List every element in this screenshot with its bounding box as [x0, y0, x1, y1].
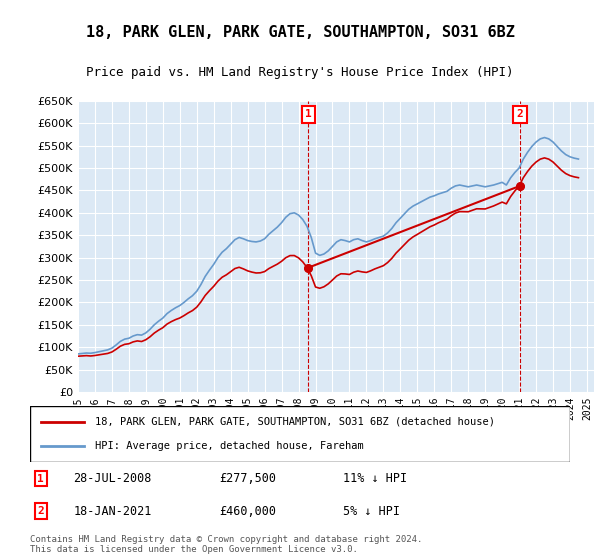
Text: 1: 1	[37, 474, 44, 484]
Text: 28-JUL-2008: 28-JUL-2008	[73, 472, 152, 485]
FancyBboxPatch shape	[30, 406, 570, 462]
Text: 1: 1	[305, 109, 311, 119]
Point	[304, 263, 313, 272]
Text: Contains HM Land Registry data © Crown copyright and database right 2024.
This d: Contains HM Land Registry data © Crown c…	[30, 535, 422, 554]
Text: 18, PARK GLEN, PARK GATE, SOUTHAMPTON, SO31 6BZ: 18, PARK GLEN, PARK GATE, SOUTHAMPTON, S…	[86, 25, 514, 40]
Text: HPI: Average price, detached house, Fareham: HPI: Average price, detached house, Fare…	[95, 441, 364, 451]
Text: 18, PARK GLEN, PARK GATE, SOUTHAMPTON, SO31 6BZ (detached house): 18, PARK GLEN, PARK GATE, SOUTHAMPTON, S…	[95, 417, 495, 427]
Text: 11% ↓ HPI: 11% ↓ HPI	[343, 472, 407, 485]
Text: 5% ↓ HPI: 5% ↓ HPI	[343, 505, 400, 517]
Text: Price paid vs. HM Land Registry's House Price Index (HPI): Price paid vs. HM Land Registry's House …	[86, 66, 514, 78]
Text: 2: 2	[517, 109, 523, 119]
Text: 18-JAN-2021: 18-JAN-2021	[73, 505, 152, 517]
Point	[304, 263, 313, 272]
Text: 2: 2	[37, 506, 44, 516]
Text: £460,000: £460,000	[219, 505, 276, 517]
Point	[515, 181, 525, 190]
Text: £277,500: £277,500	[219, 472, 276, 485]
Point	[515, 181, 525, 190]
